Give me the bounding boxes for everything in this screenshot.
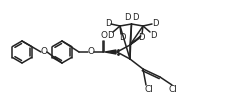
Text: D: D <box>119 32 125 41</box>
Text: D: D <box>138 32 144 41</box>
Polygon shape <box>130 35 141 45</box>
Text: Cl: Cl <box>168 84 177 93</box>
Text: O: O <box>40 48 48 56</box>
Text: D: D <box>132 12 139 22</box>
Text: D: D <box>152 19 158 27</box>
Text: Cl: Cl <box>145 84 154 93</box>
Text: D: D <box>105 19 111 27</box>
Text: D: D <box>150 30 156 40</box>
Text: O: O <box>88 48 95 56</box>
Text: O: O <box>100 32 107 40</box>
Polygon shape <box>105 50 116 54</box>
Text: D: D <box>124 12 131 22</box>
Text: D: D <box>107 30 113 40</box>
